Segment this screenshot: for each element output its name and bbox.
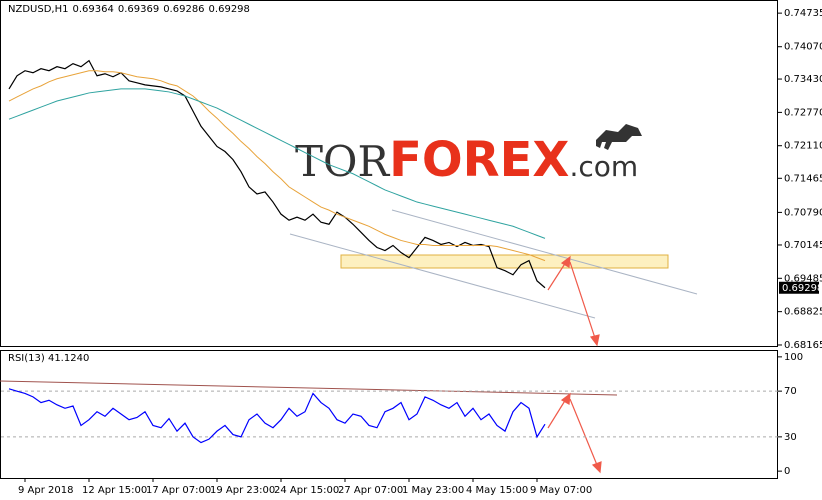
arrow-head <box>589 334 600 347</box>
header: NZDUSD,H1 0.69364 0.69369 0.69286 0.69298 <box>8 4 250 15</box>
y-tick-label: 0.70145 <box>784 240 822 251</box>
x-tick-label: 19 Apr 23:00 <box>210 485 275 496</box>
ohlc: 0.69369 <box>118 4 159 15</box>
ohlc: 0.69298 <box>209 4 250 15</box>
x-tick-label: 9 May 07:00 <box>530 485 592 496</box>
x-tick-label: 24 Apr 15:00 <box>274 485 339 496</box>
y-tick-label: 0 <box>784 466 790 477</box>
watermark-part: TOR <box>295 137 390 186</box>
y-tick-label: 0.74735 <box>784 8 822 19</box>
x-tick-label: 1 May 23:00 <box>402 485 464 496</box>
y-tick-label: 0.68825 <box>784 307 822 318</box>
bull-icon <box>596 124 642 150</box>
series-line <box>8 88 546 239</box>
rsi-trend-line <box>0 380 618 396</box>
symbol: NZDUSD,H1 <box>8 4 68 15</box>
rsi-title: RSI(13) 41.1240 <box>8 353 89 364</box>
arrow-head <box>560 255 571 268</box>
support-zone <box>340 254 669 269</box>
x-tick-label: 17 Apr 07:00 <box>146 485 211 496</box>
y-tick-label: 0.71465 <box>784 173 822 184</box>
y-tick-label: 0.68165 <box>784 340 822 351</box>
price-pane <box>0 0 778 347</box>
watermark-part: FOREX <box>389 132 569 188</box>
rsi-pane <box>0 350 778 479</box>
y-tick-label: 0.69485 <box>784 273 822 284</box>
x-tick-label: 4 May 15:00 <box>466 485 528 496</box>
y-tick-label: 30 <box>784 432 797 443</box>
watermark-part: .com <box>569 150 638 183</box>
arrow-head <box>591 461 602 474</box>
y-tick-label: 0.72770 <box>784 107 822 118</box>
ohlc: 0.69364 <box>72 4 113 15</box>
y-tick-label: 70 <box>784 386 797 397</box>
x-tick-label: 12 Apr 15:00 <box>82 485 147 496</box>
arrow-head <box>560 392 571 405</box>
y-tick-label: 0.70790 <box>784 207 822 218</box>
channel-line <box>289 233 596 319</box>
y-tick-label: 0.72110 <box>784 141 822 152</box>
arrow <box>547 398 567 429</box>
series-line <box>8 388 546 444</box>
arrow <box>547 261 567 291</box>
ohlc: 0.69286 <box>163 4 204 15</box>
arrow <box>569 261 596 339</box>
arrows <box>547 255 602 474</box>
watermark: TORFOREX.com <box>295 132 638 188</box>
series-line <box>8 70 546 262</box>
price-label-box <box>779 281 819 294</box>
arrow <box>569 398 598 466</box>
price-label: 0.69298 <box>782 283 822 294</box>
y-tick-label: 0.73430 <box>784 74 822 85</box>
x-tick-label: 9 Apr 2018 <box>18 485 73 496</box>
y-tick-label: 100 <box>784 352 803 363</box>
channel-line <box>391 209 698 295</box>
y-tick-label: 0.74070 <box>784 42 822 53</box>
x-tick-label: 27 Apr 07:00 <box>338 485 403 496</box>
